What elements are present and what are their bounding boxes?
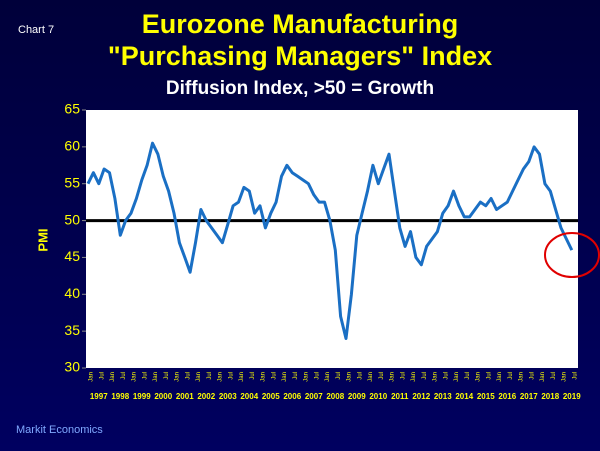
x-tick-label: Jul xyxy=(314,372,320,380)
x-tick-label: Jan xyxy=(497,372,503,382)
x-year-label: 2016 xyxy=(498,392,516,401)
x-year-label: 2015 xyxy=(477,392,495,401)
x-tick-label: Jul xyxy=(293,372,299,380)
x-tick-label: Jul xyxy=(443,372,449,380)
x-year-label: 2011 xyxy=(391,392,409,401)
y-tick-label: 40 xyxy=(64,285,80,301)
line-series xyxy=(86,141,574,340)
x-tick-label: Jan xyxy=(304,372,310,382)
x-tick-label: Jan xyxy=(175,372,181,382)
y-tick-label: 65 xyxy=(64,101,80,117)
x-tick-label: Jul xyxy=(551,372,557,380)
x-year-label: 2003 xyxy=(219,392,237,401)
x-year-label: 2012 xyxy=(412,392,430,401)
x-year-label: 2002 xyxy=(197,392,215,401)
x-tick-label: Jul xyxy=(142,372,148,380)
x-year-label: 2004 xyxy=(240,392,258,401)
x-year-label: 1998 xyxy=(111,392,129,401)
x-tick-label: Jan xyxy=(239,372,245,382)
x-tick-label: Jan xyxy=(519,372,525,382)
x-tick-label: Jan xyxy=(433,372,439,382)
y-tick-label: 60 xyxy=(64,138,80,154)
x-year-label: 2013 xyxy=(434,392,452,401)
x-tick-label: Jan xyxy=(196,372,202,382)
x-tick-label: Jan xyxy=(325,372,331,382)
x-tick-label: Jul xyxy=(336,372,342,380)
x-tick-label: Jul xyxy=(508,372,514,380)
x-tick-label: Jul xyxy=(228,372,234,380)
x-tick-label: Jan xyxy=(390,372,396,382)
x-year-label: 2010 xyxy=(369,392,387,401)
x-tick-label: Jul xyxy=(465,372,471,380)
source: Markit Economics xyxy=(16,424,103,436)
x-year-label: 2008 xyxy=(326,392,344,401)
x-tick-label: Jan xyxy=(454,372,460,382)
x-tick-label: Jul xyxy=(486,372,492,380)
x-tick-label: Jan xyxy=(411,372,417,382)
x-tick-label: Jul xyxy=(357,372,363,380)
y-tick-label: 35 xyxy=(64,322,80,338)
x-tick-label: Jan xyxy=(368,372,374,382)
x-tick-label: Jul xyxy=(185,372,191,380)
highlight-circle xyxy=(544,232,600,278)
y-tick-label: 30 xyxy=(64,359,80,375)
x-tick-label: Jul xyxy=(572,372,578,380)
x-year-label: 2017 xyxy=(520,392,538,401)
y-tick-label: 50 xyxy=(64,211,80,227)
x-tick-label: Jan xyxy=(153,372,159,382)
x-tick-label: Jan xyxy=(218,372,224,382)
x-tick-label: Jan xyxy=(110,372,116,382)
x-year-label: 1997 xyxy=(90,392,108,401)
x-tick-label: Jul xyxy=(121,372,127,380)
x-tick-label: Jan xyxy=(89,372,95,382)
x-year-label: 2005 xyxy=(262,392,280,401)
chart-title: Eurozone Manufacturing xyxy=(142,9,459,39)
x-year-label: 2000 xyxy=(154,392,172,401)
x-year-label: 2007 xyxy=(305,392,323,401)
x-tick-label: Jul xyxy=(271,372,277,380)
x-year-label: 1999 xyxy=(133,392,151,401)
x-year-label: 2001 xyxy=(176,392,194,401)
x-tick-label: Jan xyxy=(347,372,353,382)
x-year-label: 2006 xyxy=(283,392,301,401)
x-tick-label: Jul xyxy=(422,372,428,380)
x-year-label: 2009 xyxy=(348,392,366,401)
x-tick-label: Jan xyxy=(132,372,138,382)
x-tick-label: Jul xyxy=(164,372,170,380)
y-tick-label: 45 xyxy=(64,248,80,264)
x-tick-label: Jul xyxy=(99,372,105,380)
x-tick-label: Jan xyxy=(476,372,482,382)
x-tick-label: Jul xyxy=(529,372,535,380)
chart-label: Chart 7 xyxy=(18,24,54,36)
x-tick-label: Jan xyxy=(562,372,568,382)
x-tick-label: Jul xyxy=(250,372,256,380)
x-tick-label: Jan xyxy=(261,372,267,382)
chart-title: "Purchasing Managers" Index xyxy=(108,41,492,71)
x-tick-label: Jul xyxy=(207,372,213,380)
x-year-label: 2018 xyxy=(541,392,559,401)
x-tick-label: Jan xyxy=(540,372,546,382)
x-year-label: 2019 xyxy=(563,392,581,401)
x-tick-label: Jul xyxy=(400,372,406,380)
x-tick-label: Jul xyxy=(379,372,385,380)
y-tick-label: 55 xyxy=(64,174,80,190)
y-axis-label: PMI xyxy=(35,228,50,251)
x-tick-label: Jan xyxy=(282,372,288,382)
chart-subtitle: Diffusion Index, >50 = Growth xyxy=(166,78,434,99)
x-year-label: 2014 xyxy=(455,392,473,401)
